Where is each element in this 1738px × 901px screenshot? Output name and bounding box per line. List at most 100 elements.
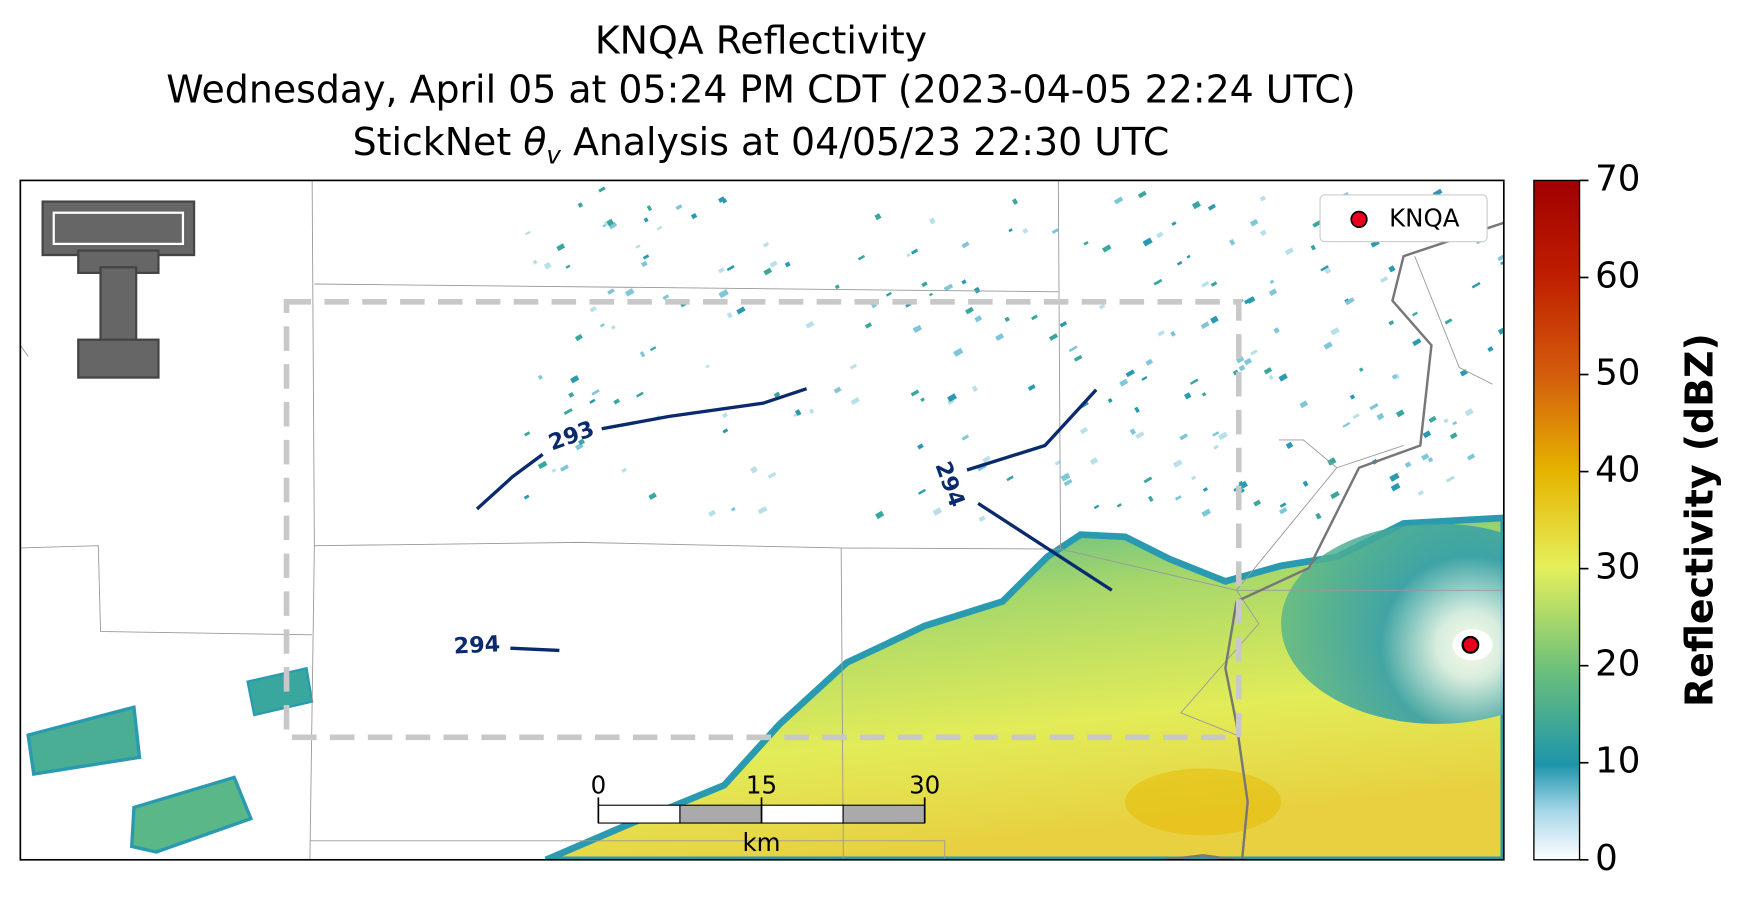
colorbar xyxy=(1533,179,1581,861)
echo-speckle xyxy=(971,385,978,393)
echo-speckle xyxy=(1310,244,1317,251)
echo-speckle xyxy=(1141,376,1148,381)
echo-speckle xyxy=(565,264,571,269)
echo-speckle xyxy=(1232,369,1239,376)
echo-speckle xyxy=(1467,453,1476,461)
echo-speckle xyxy=(805,320,815,329)
echo-speckle xyxy=(1207,203,1216,211)
echo-speckle xyxy=(1395,409,1405,418)
echo-speckle xyxy=(1449,432,1458,440)
echo-speckle xyxy=(1129,428,1137,435)
echo-speckle xyxy=(598,186,606,193)
echo-speckle xyxy=(1427,457,1434,463)
echo-speckle xyxy=(1059,321,1068,328)
echo-speckle xyxy=(649,346,657,352)
echo-speckle xyxy=(607,288,615,295)
echo-speckle xyxy=(1428,415,1437,423)
echo-speckle xyxy=(1201,392,1207,397)
echo-speckle xyxy=(560,464,569,472)
echo-speckle xyxy=(1012,198,1019,205)
echo-speckle xyxy=(1079,426,1089,435)
echo-speckle xyxy=(928,292,933,297)
echo-speckle xyxy=(1412,311,1418,317)
echo-speckle xyxy=(621,467,628,473)
echo-speckle xyxy=(577,202,584,208)
echo-speckle xyxy=(578,438,586,446)
echo-speckle xyxy=(591,389,600,396)
echo-speckle xyxy=(662,294,670,300)
echo-speckle xyxy=(978,515,986,522)
contour-line xyxy=(475,387,808,511)
echo-speckle xyxy=(1191,200,1201,210)
echo-speckle xyxy=(784,261,791,268)
echo-speckle xyxy=(1330,327,1340,336)
scale-segment xyxy=(842,804,926,824)
echo-speckle xyxy=(532,259,538,265)
echo-speckle xyxy=(763,267,773,276)
echo-speckle xyxy=(1145,358,1154,366)
echo-speckle xyxy=(1369,403,1379,411)
echo-speckle xyxy=(556,243,566,252)
legend-label: KNQA xyxy=(1389,203,1460,232)
map-frame xyxy=(19,179,1505,861)
echo-speckle xyxy=(757,506,768,515)
colorbar-tick-label: 60 xyxy=(1595,255,1640,296)
scale-segment xyxy=(760,804,844,824)
echo-speckle xyxy=(808,408,815,415)
echo-speckle xyxy=(1156,231,1164,239)
colorbar-tick-label: 10 xyxy=(1595,741,1640,782)
echo-speckle xyxy=(730,506,736,512)
echo-speckle xyxy=(875,510,885,520)
echo-speckle xyxy=(767,471,777,479)
echo-speckle xyxy=(1236,356,1245,364)
echo-speckle xyxy=(1452,421,1458,426)
echo-speckle xyxy=(1445,475,1455,483)
echo-speckle xyxy=(1497,326,1504,335)
title-text: Analysis at 04/05/23 22:30 UTC xyxy=(561,120,1169,164)
echo-speckle xyxy=(1487,346,1494,353)
echo-speckle xyxy=(635,391,644,398)
echo-speckle xyxy=(537,460,548,470)
echo-speckle xyxy=(834,284,840,290)
echo-speckle xyxy=(932,507,943,516)
echo-speckle xyxy=(1089,457,1099,466)
echo-speckle xyxy=(910,248,919,255)
echo-speckle xyxy=(1284,247,1294,256)
echo-speckle xyxy=(1218,431,1228,441)
colorbar-tick-label: 70 xyxy=(1595,158,1640,199)
echo-speckle xyxy=(639,351,646,358)
echo-speckle xyxy=(982,455,991,463)
echo-speckle xyxy=(1200,321,1210,330)
echo-speckle xyxy=(610,325,616,330)
echo-speckle xyxy=(675,204,683,211)
echo-speckle xyxy=(1134,406,1140,413)
contour-line xyxy=(510,646,560,653)
echo-speckle xyxy=(1116,503,1122,508)
echo-speckle xyxy=(1323,341,1333,350)
echo-speckle xyxy=(1135,431,1145,439)
echo-speckle xyxy=(912,324,923,334)
echo-speckle xyxy=(1113,196,1124,205)
contour-line xyxy=(966,388,1113,592)
echo-speckle xyxy=(943,283,954,292)
echo-speckle xyxy=(1388,320,1395,326)
echo-speckle xyxy=(1278,373,1288,382)
echo-speckle xyxy=(726,265,735,272)
echo-speckle xyxy=(1031,314,1038,321)
scale-segment xyxy=(597,804,681,824)
precipitation-area xyxy=(544,514,1504,860)
echo-speckle xyxy=(1253,499,1262,507)
echo-speckle xyxy=(1273,327,1280,334)
echo-speckle xyxy=(1060,472,1071,482)
echo-speckle xyxy=(574,334,583,342)
colorbar-tick-label: 30 xyxy=(1595,547,1640,588)
echo-speckle xyxy=(928,217,936,225)
echo-speckle xyxy=(722,428,729,434)
echo-speckle xyxy=(1358,367,1364,372)
echo-speckle xyxy=(1299,400,1309,409)
echo-speckle xyxy=(864,322,873,329)
echo-speckle xyxy=(874,213,882,221)
echo-speckle xyxy=(717,267,725,274)
echo-speckle xyxy=(1153,278,1163,286)
